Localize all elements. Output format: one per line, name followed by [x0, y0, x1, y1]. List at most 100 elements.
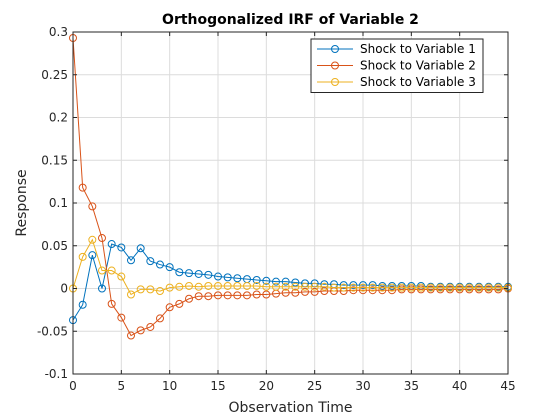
data-point: [156, 260, 164, 269]
x-tick-label: 15: [210, 379, 225, 393]
y-tick-label: 0.3: [49, 25, 68, 39]
data-point: [175, 268, 184, 277]
data-point: [262, 290, 271, 299]
data-point: [214, 291, 222, 300]
data-point: [165, 283, 174, 292]
legend-label: Shock to Variable 3: [360, 75, 476, 89]
legend-label: Shock to Variable 2: [360, 59, 476, 73]
data-point: [156, 287, 164, 296]
y-axis-label: Response: [14, 169, 30, 236]
legend-item: Shock to Variable 2: [317, 59, 476, 73]
y-tick-label: 0.1: [49, 196, 68, 210]
x-tick-label: 5: [118, 379, 126, 393]
legend-marker: [331, 61, 339, 70]
data-point: [175, 299, 184, 308]
data-point: [407, 283, 416, 292]
data-point: [156, 314, 164, 323]
data-point: [146, 285, 155, 294]
data-point: [272, 282, 280, 291]
x-tick-label: 45: [500, 379, 515, 393]
data-point: [185, 269, 193, 278]
data-point: [194, 292, 203, 301]
data-point: [136, 285, 145, 294]
data-point: [146, 322, 155, 331]
data-point: [446, 283, 454, 292]
legend: Shock to Variable 1 Shock to Variable 2 Sh…: [310, 38, 484, 93]
data-point: [185, 281, 193, 290]
x-tick-label: 30: [355, 379, 370, 393]
data-point: [378, 286, 387, 295]
data-point: [98, 234, 106, 243]
data-point: [272, 277, 280, 286]
data-point: [359, 281, 367, 290]
data-point: [165, 263, 174, 272]
data-point: [88, 202, 97, 211]
y-tick-label: -0.1: [45, 367, 68, 381]
data-point: [88, 235, 97, 244]
data-point: [465, 283, 474, 292]
data-point: [262, 282, 271, 291]
data-point: [436, 283, 445, 292]
data-point: [117, 243, 126, 252]
data-point: [349, 281, 358, 290]
data-point: [310, 287, 319, 296]
data-point: [98, 284, 106, 293]
data-point: [243, 281, 251, 290]
data-point: [107, 299, 116, 308]
ticks: 0 5 10 15 20 25 30 35 40 45 -0.1 -0.05 0 0.05 0.1 0.15 0…: [37, 25, 516, 393]
data-point: [455, 283, 464, 292]
data-point: [291, 282, 300, 291]
legend-item: Shock to Variable 3: [317, 75, 476, 89]
data-point: [417, 283, 425, 292]
data-point: [349, 286, 358, 295]
data-point: [339, 281, 348, 290]
data-point: [78, 252, 87, 261]
data-point: [494, 283, 503, 292]
data-point: [388, 283, 396, 292]
data-point: [262, 276, 271, 285]
data-point: [368, 281, 377, 290]
series-3: [69, 235, 512, 299]
data-point: [388, 286, 396, 295]
series-line: [72, 243, 508, 321]
data-point: [291, 278, 300, 287]
data-point: [233, 281, 242, 290]
data-point: [117, 313, 126, 322]
x-tick-label: 25: [307, 379, 322, 393]
x-axis-label: Observation Time: [229, 400, 353, 416]
data-point: [397, 283, 406, 292]
y-tick-label: 0.25: [41, 68, 68, 82]
data-point: [223, 291, 232, 300]
x-tick-label: 10: [162, 379, 177, 393]
data-point: [368, 286, 377, 295]
data-point: [301, 287, 309, 296]
series-line: [72, 238, 508, 296]
data-point: [78, 183, 87, 192]
data-point: [252, 281, 261, 290]
data-point: [107, 240, 116, 249]
data-point: [301, 282, 309, 291]
data-point: [475, 283, 483, 292]
data-point: [281, 282, 290, 291]
data-point: [146, 257, 155, 266]
x-tick-label: 0: [69, 379, 77, 393]
data-point: [223, 273, 232, 282]
data-point: [88, 251, 97, 260]
legend-label: Shock to Variable 1: [360, 42, 476, 56]
data-point: [78, 300, 87, 309]
y-tick-label: 0.15: [41, 153, 68, 167]
data-point: [310, 282, 319, 291]
data-point: [484, 283, 493, 292]
data-point: [252, 290, 261, 299]
data-point: [204, 292, 213, 301]
data-point: [291, 288, 300, 297]
data-point: [175, 282, 184, 291]
data-point: [185, 294, 193, 303]
data-point: [320, 282, 329, 291]
data-point: [165, 303, 174, 312]
data-point: [117, 272, 126, 281]
data-point: [320, 287, 329, 296]
y-tick-label: 0.05: [41, 239, 68, 253]
